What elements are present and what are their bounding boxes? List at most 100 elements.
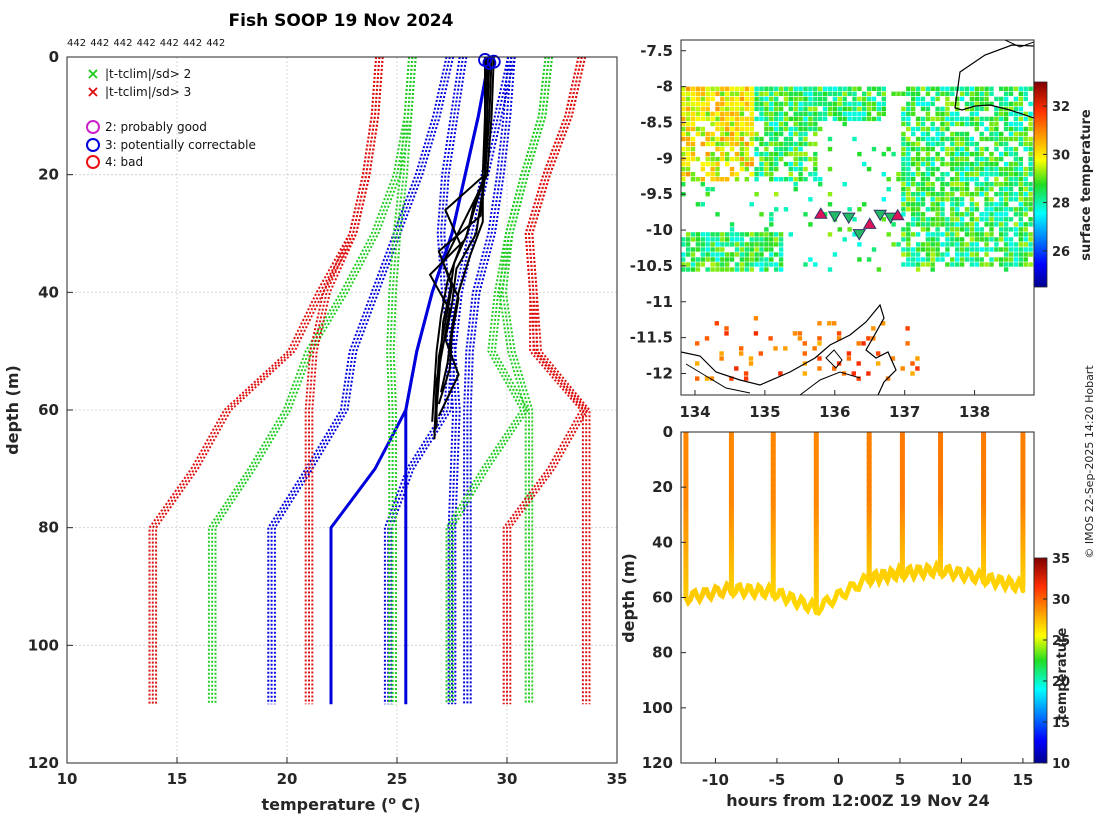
sst-cell [710, 232, 715, 237]
sst-cell [852, 232, 857, 237]
sst-cell [979, 212, 984, 217]
sst-cell [979, 151, 984, 157]
sst-cell [759, 96, 764, 102]
sst-cell [901, 166, 906, 172]
sst-cell [984, 232, 989, 237]
sst-cell [906, 207, 911, 212]
sst-cell [1023, 182, 1028, 187]
sst-cell [715, 101, 720, 107]
sst-cell [739, 86, 745, 91]
sst-cell [911, 177, 916, 182]
sst-cell [788, 91, 793, 96]
sst-cell [1023, 252, 1028, 257]
sst-cell [1028, 242, 1033, 247]
sst-cell [788, 146, 793, 152]
sst-cell [695, 202, 701, 207]
sst-cell [964, 242, 970, 247]
sst-cell [906, 202, 911, 207]
sst-cell [920, 197, 926, 202]
profile-y-tick-label: 20 [38, 166, 59, 184]
sst-cell [744, 232, 749, 237]
sst-cell [754, 232, 759, 237]
legend-sd2-marker: × [86, 64, 99, 83]
sst-cell [950, 262, 955, 267]
sst-cell [817, 321, 822, 326]
sst-cell [1023, 262, 1028, 267]
track-marker [852, 229, 867, 241]
sst-cell [856, 341, 861, 346]
sst-cell [754, 172, 759, 177]
sst-cell [945, 96, 950, 102]
sst-cell [930, 232, 935, 237]
sst-cell [1018, 86, 1023, 91]
sst-cell [739, 146, 745, 152]
section-colorbar [1033, 557, 1048, 764]
sst-cell [989, 156, 994, 162]
sst-cell [690, 252, 696, 257]
sst-cell [935, 156, 940, 162]
sst-cell [1003, 111, 1009, 117]
sst-cell [754, 252, 759, 257]
sst-cell [994, 177, 999, 182]
sst-cell [759, 237, 764, 242]
sst-cell [827, 321, 832, 326]
sst-cell [935, 232, 940, 237]
sst-cell [940, 182, 945, 187]
sst-cell [764, 262, 769, 267]
sst-cell [720, 106, 725, 112]
sst-cell [774, 146, 779, 152]
sst-cell [906, 192, 911, 197]
sst-cell [695, 232, 701, 237]
sst-cell [715, 111, 720, 117]
sst-cell [729, 242, 735, 247]
sst-cell [1003, 247, 1009, 252]
sst-cell [681, 136, 686, 142]
sst-cell [969, 242, 975, 247]
sst-cell [1008, 131, 1014, 137]
sst-cell [764, 172, 769, 177]
sst-cell [695, 267, 701, 272]
sst-cell [695, 262, 701, 267]
sst-cell [720, 116, 725, 122]
sst-cell [685, 172, 691, 177]
profile-x-axis-label: temperature (o C) [261, 794, 420, 814]
sst-cell [793, 91, 798, 96]
sst-cell [974, 172, 979, 177]
sst-cell [710, 172, 715, 177]
tow-segment [866, 561, 905, 590]
sst-cell [974, 262, 979, 267]
sst-cell [729, 267, 735, 272]
sst-cell [685, 106, 691, 112]
sst-cell [769, 126, 774, 132]
sst-cell [690, 177, 696, 182]
legend-qc2-label: 2: probably good [105, 120, 207, 134]
sst-cell [783, 207, 789, 212]
sst-cell [690, 136, 696, 142]
sst-cell [974, 151, 979, 157]
sst-cell [915, 366, 920, 371]
sst-cell [945, 252, 950, 257]
sst-cell [709, 376, 715, 381]
sst-cell [842, 91, 847, 96]
sst-cell [950, 202, 955, 207]
sst-cell [969, 237, 975, 242]
sst-cell [715, 177, 720, 182]
sst-cell [1013, 172, 1019, 177]
sst-cell [925, 116, 931, 122]
sst-cell [759, 166, 764, 172]
sst-cell [739, 232, 745, 237]
sst-cell [710, 237, 715, 242]
sst-cell [906, 166, 911, 172]
sst-cell [734, 121, 740, 127]
sst-cell [979, 116, 984, 122]
sst-cell [832, 116, 838, 122]
temperature-profile [428, 57, 489, 440]
sst-cell [930, 156, 935, 162]
sst-cell [685, 267, 691, 272]
sst-cell [681, 121, 686, 127]
sst-cell [847, 207, 852, 212]
sst-cell [930, 86, 935, 91]
section-x-tick-label: 5 [895, 771, 905, 789]
sst-cell [818, 96, 823, 102]
sst-cell [720, 257, 725, 262]
